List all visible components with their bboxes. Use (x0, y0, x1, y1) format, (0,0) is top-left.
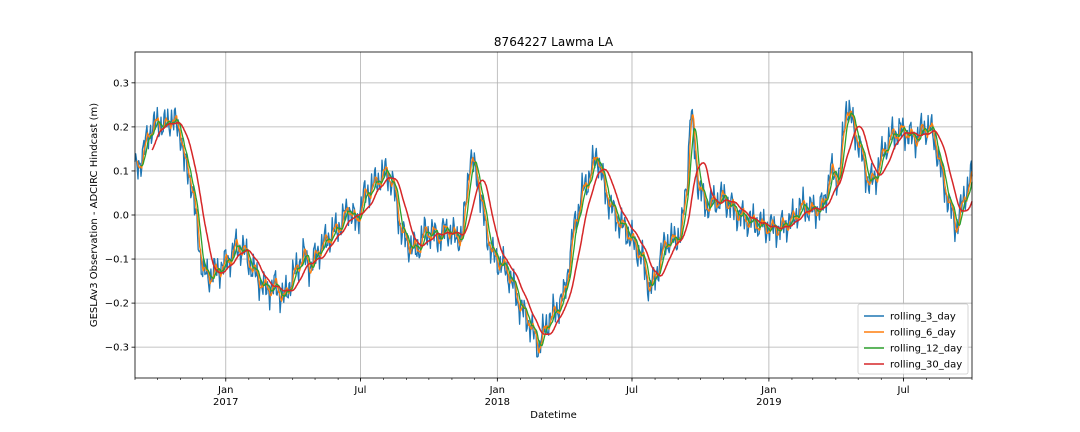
legend: rolling_3_day rolling_6_day rolling_12_day… (857, 303, 969, 375)
y-tick-label: 0.0 (113, 211, 129, 222)
y-axis-label: GESLAv3 Observation - ADCIRC Hindcast (m… (89, 103, 100, 327)
legend-label: rolling_12_day (890, 344, 962, 355)
legend-box (857, 303, 969, 375)
series-line-rolling-30-day (151, 121, 973, 336)
x-tick-label: Jul (625, 385, 638, 396)
x-tick-year-label: 2018 (485, 397, 510, 408)
y-axis: −0.3 −0.2 −0.1 0.0 0.1 0.2 0.3 (105, 78, 135, 354)
y-tick-label: 0.2 (113, 122, 129, 133)
series-line-rolling-6-day (136, 110, 973, 354)
y-tick-label: −0.1 (105, 255, 129, 266)
x-tick-label: Jan (760, 385, 776, 396)
y-tick-label: −0.3 (105, 343, 129, 354)
x-tick-year-label: 2017 (213, 397, 238, 408)
y-tick-label: −0.2 (105, 299, 129, 310)
x-tick-label: Jan (217, 385, 233, 396)
chart-title: 8764227 Lawma LA (494, 35, 614, 49)
legend-label: rolling_6_day (890, 328, 956, 339)
x-tick-year-label: 2019 (756, 397, 781, 408)
x-axis-label: Datetime (530, 410, 577, 421)
series-layer (134, 99, 973, 358)
legend-label: rolling_3_day (890, 312, 956, 323)
legend-label: rolling_30_day (890, 360, 962, 371)
x-tick-label: Jul (897, 385, 910, 396)
x-tick-label: Jan (489, 385, 505, 396)
y-tick-label: 0.3 (113, 78, 129, 89)
x-tick-label: Jul (353, 385, 366, 396)
y-tick-label: 0.1 (113, 166, 129, 177)
